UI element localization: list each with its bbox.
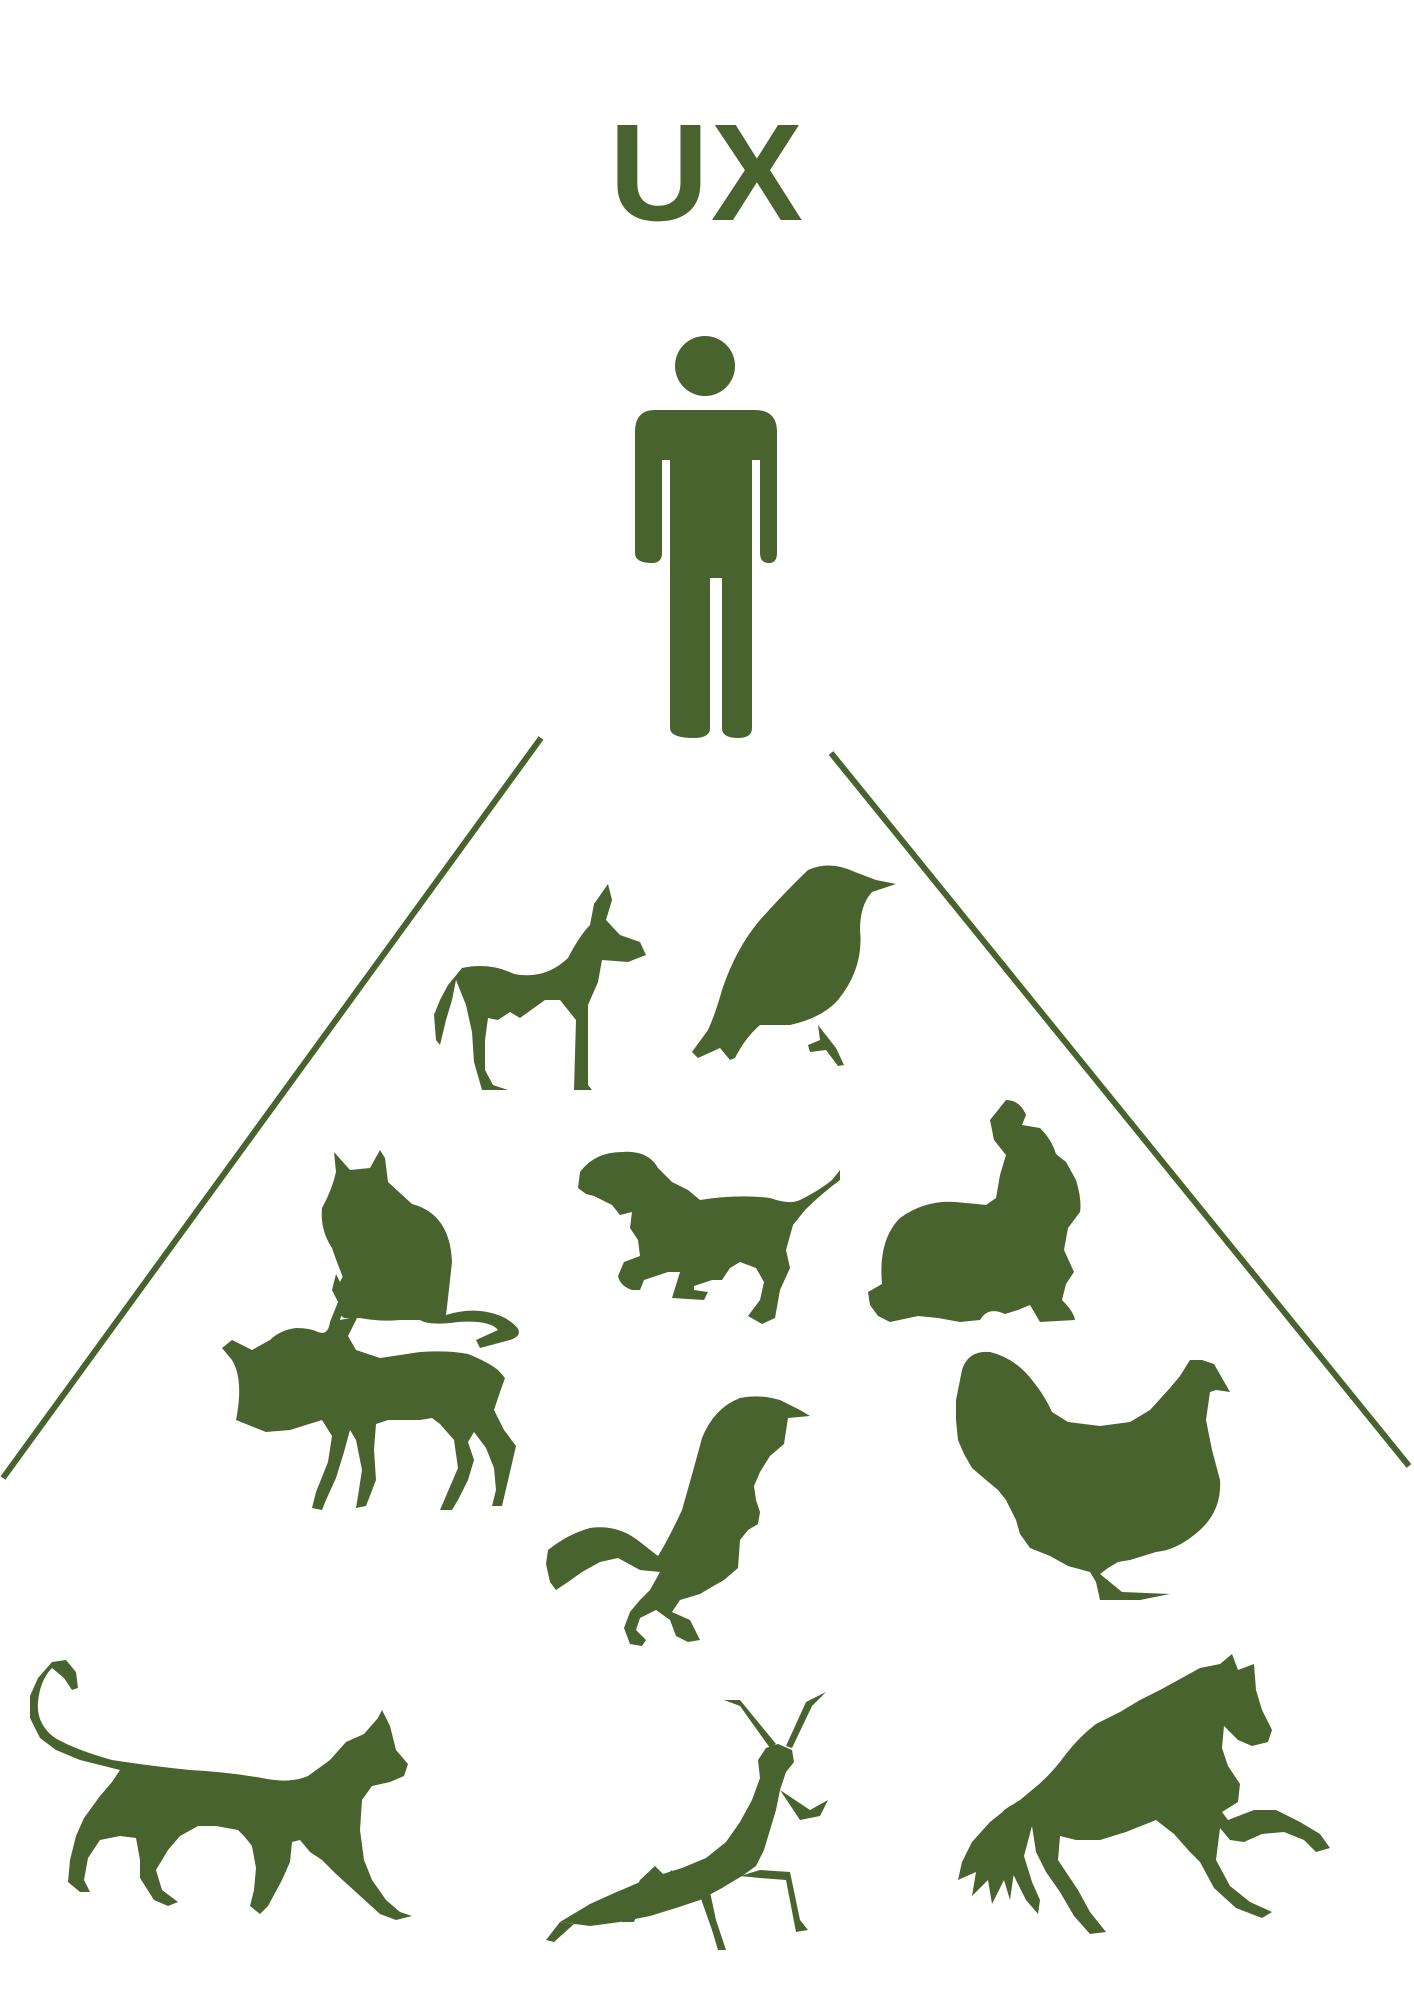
cat-walking-icon: [30, 1660, 412, 1920]
fox-pouncing-icon: [546, 1396, 810, 1646]
person-icon: [635, 336, 777, 738]
hen-icon: [956, 1351, 1230, 1600]
funnel-line-left: [0, 736, 544, 1480]
page-title: UX: [609, 96, 805, 250]
donkey-icon: [434, 884, 646, 1090]
horse-icon: [958, 1654, 1330, 1934]
funnel-line-right: [828, 751, 1412, 1468]
rabbit-icon: [868, 1100, 1081, 1322]
bird-icon: [692, 865, 896, 1066]
deer-icon: [222, 1270, 516, 1510]
dog-running-icon: [578, 1151, 840, 1324]
mantis-icon: [546, 1692, 828, 1950]
